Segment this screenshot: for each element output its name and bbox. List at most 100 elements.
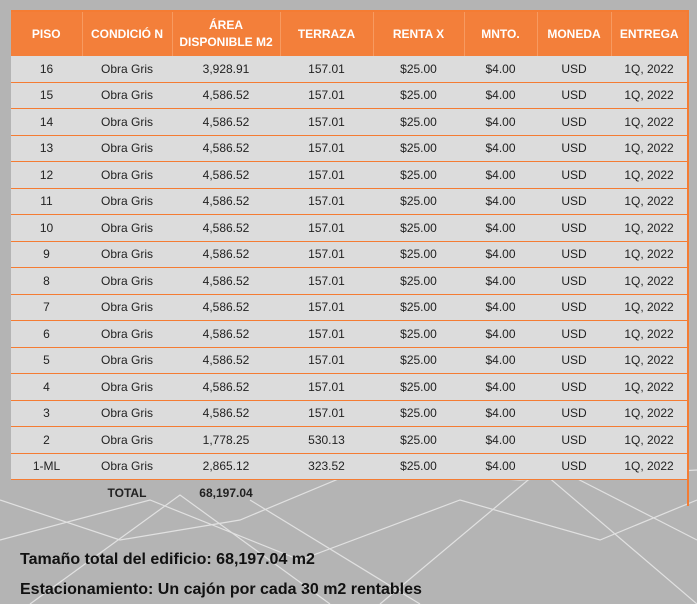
table-cell: 11 — [11, 188, 82, 215]
table-cell: 13 — [11, 135, 82, 162]
table-cell — [373, 480, 464, 506]
table-cell: 1Q, 2022 — [611, 82, 687, 109]
table-cell: Obra Gris — [82, 294, 172, 321]
table-cell: $4.00 — [464, 108, 537, 136]
table-cell: 157.01 — [280, 56, 373, 83]
table-row: 6 Obra Gris 4,586.52 157.01 $25.00 $4.00 USD 1Q… — [11, 320, 687, 348]
table-cell: 1Q, 2022 — [611, 56, 687, 83]
table-cell: USD — [537, 347, 611, 374]
parking-note: Estacionamiento: Un cajón por cada 30 m2… — [20, 581, 422, 598]
table-cell: 1Q, 2022 — [611, 347, 687, 374]
table-cell: 157.01 — [280, 267, 373, 295]
table-cell: 1Q, 2022 — [611, 373, 687, 401]
table-cell: $25.00 — [373, 400, 464, 427]
table-cell: 2,865.12 — [172, 453, 280, 480]
table-cell: $4.00 — [464, 267, 537, 295]
table-header-row: PISO CONDICIÓ N ÁREA DISPONIBLE M2 TERRAZA R… — [11, 12, 687, 56]
table-cell: $4.00 — [464, 135, 537, 162]
table-cell: $4.00 — [464, 188, 537, 215]
total-label: TOTAL — [107, 485, 147, 500]
table-cell: 1Q, 2022 — [611, 214, 687, 242]
table-cell: 1Q, 2022 — [611, 188, 687, 215]
table-cell: Obra Gris — [82, 241, 172, 268]
table-cell: USD — [537, 188, 611, 215]
table-cell: $25.00 — [373, 294, 464, 321]
table-cell: 4,586.52 — [172, 373, 280, 401]
table-cell: 157.01 — [280, 400, 373, 427]
table-cell: 15 — [11, 82, 82, 109]
table-cell: Obra Gris — [82, 453, 172, 480]
table-cell: USD — [537, 161, 611, 189]
table-cell: $25.00 — [373, 108, 464, 136]
table-cell: 4,586.52 — [172, 241, 280, 268]
column-header: CONDICIÓ N — [82, 12, 173, 56]
table-cell: 4,586.52 — [172, 320, 280, 348]
table-cell — [537, 480, 611, 506]
table-cell: Obra Gris — [82, 426, 172, 454]
table-cell: Obra Gris — [82, 56, 172, 83]
table-cell: $25.00 — [373, 320, 464, 348]
table-cell: 1Q, 2022 — [611, 426, 687, 454]
table-cell: 12 — [11, 161, 82, 189]
table-cell: USD — [537, 135, 611, 162]
table-cell: 4 — [11, 373, 82, 401]
table-cell: $25.00 — [373, 373, 464, 401]
table-cell: 530.13 — [280, 426, 373, 454]
table-cell: 7 — [11, 294, 82, 321]
table-cell: 8 — [11, 267, 82, 295]
table-cell: $4.00 — [464, 426, 537, 454]
table-cell: 1Q, 2022 — [611, 135, 687, 162]
table-row: 14 Obra Gris 4,586.52 157.01 $25.00 $4.00 USD 1… — [11, 108, 687, 136]
table-cell: 1Q, 2022 — [611, 108, 687, 136]
column-header: MONEDA — [537, 12, 612, 56]
table-cell: 16 — [11, 56, 82, 83]
table-cell: 4,586.52 — [172, 400, 280, 427]
table-cell: 4,586.52 — [172, 108, 280, 136]
table-row: 3 Obra Gris 4,586.52 157.01 $25.00 $4.00 USD 1Q… — [11, 400, 687, 427]
table-cell: $4.00 — [464, 400, 537, 427]
table-row: 10 Obra Gris 4,586.52 157.01 $25.00 $4.00 USD 1… — [11, 214, 687, 242]
table-cell: $25.00 — [373, 214, 464, 242]
total-row: TOTAL 68,197.04 — [11, 480, 687, 506]
table-cell: Obra Gris — [82, 188, 172, 215]
table-cell: $4.00 — [464, 373, 537, 401]
table-cell: Obra Gris — [82, 82, 172, 109]
table-row: 12 Obra Gris 4,586.52 157.01 $25.00 $4.00 USD 1… — [11, 161, 687, 189]
table-row: 7 Obra Gris 4,586.52 157.01 $25.00 $4.00 USD 1Q… — [11, 294, 687, 321]
table-row: 13 Obra Gris 4,586.52 157.01 $25.00 $4.00 USD 1… — [11, 135, 687, 162]
table-cell: 1Q, 2022 — [611, 320, 687, 348]
table-cell: 3,928.91 — [172, 56, 280, 83]
table-cell: 157.01 — [280, 347, 373, 374]
table-cell: USD — [537, 108, 611, 136]
table-cell: 4,586.52 — [172, 135, 280, 162]
table-row: 9 Obra Gris 4,586.52 157.01 $25.00 $4.00 USD 1Q… — [11, 241, 687, 268]
table-cell: USD — [537, 426, 611, 454]
building-table: PISO CONDICIÓ N ÁREA DISPONIBLE M2 TERRAZA R… — [11, 10, 689, 506]
table-row: 1-ML Obra Gris 2,865.12 323.52 $25.00 $4.00 US… — [11, 453, 687, 480]
table-cell: USD — [537, 373, 611, 401]
table-cell: 157.01 — [280, 161, 373, 189]
table-cell: 1Q, 2022 — [611, 294, 687, 321]
table-row: 2 Obra Gris 1,778.25 530.13 $25.00 $4.00 USD 1Q… — [11, 426, 687, 454]
table-row: 5 Obra Gris 4,586.52 157.01 $25.00 $4.00 USD 1Q… — [11, 347, 687, 374]
table-cell: 1Q, 2022 — [611, 267, 687, 295]
table-cell: $4.00 — [464, 294, 537, 321]
table-cell: Obra Gris — [82, 214, 172, 242]
table-cell: 157.01 — [280, 108, 373, 136]
table-cell: 4,586.52 — [172, 267, 280, 295]
table-cell: $25.00 — [373, 188, 464, 215]
table-cell: 2 — [11, 426, 82, 454]
table-cell: Obra Gris — [82, 400, 172, 427]
table-cell: $25.00 — [373, 82, 464, 109]
table-cell: $25.00 — [373, 267, 464, 295]
table-cell: USD — [537, 241, 611, 268]
table-cell — [11, 480, 82, 506]
table-cell: USD — [537, 56, 611, 83]
table-cell: USD — [537, 294, 611, 321]
table-cell: $25.00 — [373, 241, 464, 268]
table-cell — [611, 480, 687, 506]
table-cell: 157.01 — [280, 82, 373, 109]
table-cell: $4.00 — [464, 453, 537, 480]
table-cell: 4,586.52 — [172, 188, 280, 215]
table-cell: 4,586.52 — [172, 347, 280, 374]
